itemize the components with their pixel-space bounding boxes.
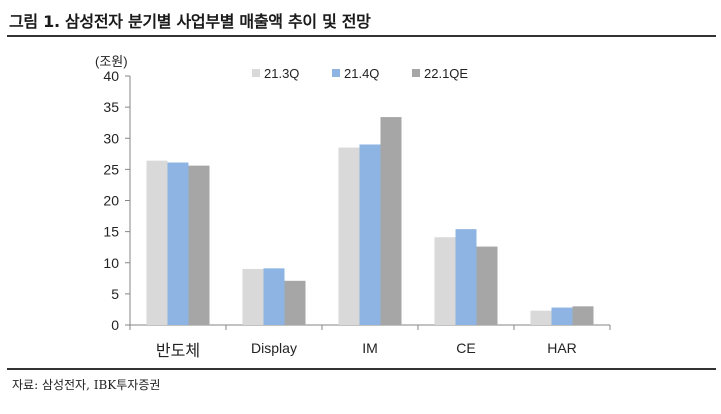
x-axis: 반도체 Display IM CE HAR (129, 324, 611, 360)
bars (146, 117, 594, 326)
y-axis: 0 5 10 15 20 25 30 35 40 (103, 68, 131, 333)
bottom-rule (7, 368, 716, 370)
y-tick-label: 0 (111, 317, 119, 333)
bar (476, 246, 498, 325)
bar (167, 162, 189, 325)
bar (530, 310, 552, 325)
y-tick-label: 25 (103, 161, 119, 177)
bar (551, 307, 573, 325)
bar (380, 117, 402, 326)
bar (263, 268, 285, 325)
x-category-label: Display (251, 340, 297, 356)
legend-swatch (252, 69, 260, 77)
y-tick-label: 30 (103, 130, 119, 146)
bar (146, 160, 168, 325)
bar (242, 268, 264, 325)
bar (572, 306, 594, 325)
bar (455, 229, 477, 325)
y-axis-unit-label: (조원) (95, 54, 128, 69)
legend: 21.3Q 21.4Q 22.1QE (252, 66, 468, 81)
y-tick-label: 40 (103, 68, 119, 84)
top-rule (7, 35, 716, 37)
legend-swatch (332, 69, 340, 77)
bar (284, 280, 306, 325)
x-category-label: CE (456, 340, 475, 356)
legend-label: 21.4Q (344, 66, 379, 81)
y-tick-label: 15 (103, 224, 119, 240)
legend-label: 21.3Q (264, 66, 299, 81)
figure-title: 그림 1. 삼성전자 분기별 사업부별 매출액 추이 및 전망 (9, 12, 371, 31)
y-tick-label: 10 (103, 255, 119, 271)
legend-swatch (412, 69, 420, 77)
bar (359, 144, 381, 325)
y-tick-label: 20 (103, 193, 119, 209)
x-category-label: HAR (547, 340, 577, 356)
legend-label: 22.1QE (424, 66, 468, 81)
bar (188, 165, 210, 325)
y-tick-label: 5 (111, 286, 119, 302)
x-category-label: 반도체 (156, 342, 200, 360)
bar (338, 147, 360, 325)
source-note: 자료: 삼성전자, IBK투자증권 (12, 378, 161, 392)
y-tick-label: 35 (103, 99, 119, 115)
x-category-label: IM (362, 340, 378, 356)
bar (434, 237, 456, 325)
